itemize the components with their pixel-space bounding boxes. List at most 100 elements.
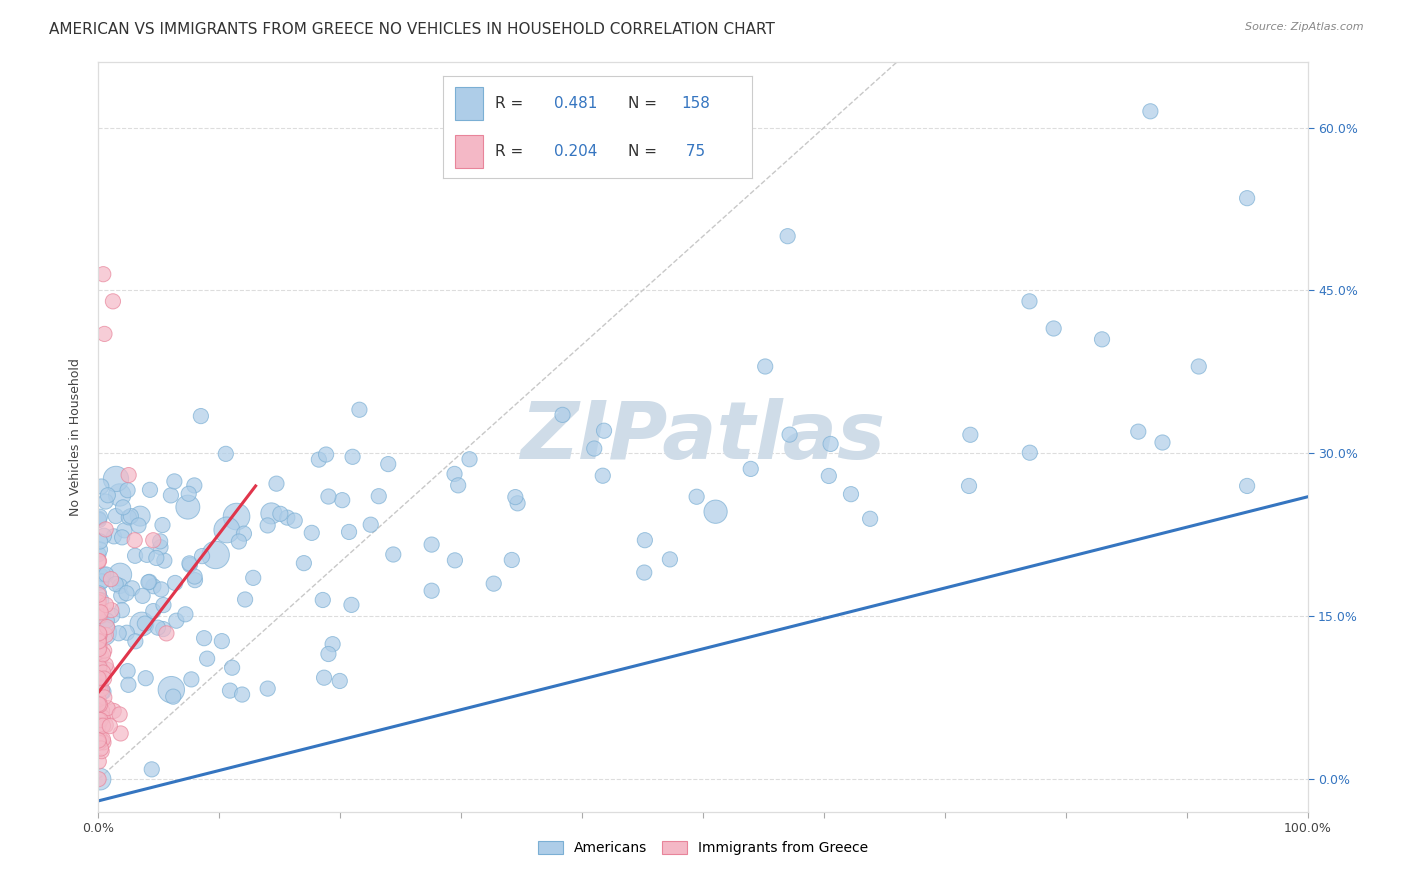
Point bbox=[93, 690, 115, 705]
Point bbox=[149, 534, 172, 549]
Point bbox=[89, 713, 111, 727]
Point bbox=[1188, 359, 1211, 374]
Point bbox=[685, 490, 707, 504]
Point bbox=[155, 626, 177, 640]
Point bbox=[329, 673, 352, 688]
Point bbox=[1236, 479, 1258, 493]
Point bbox=[165, 614, 187, 628]
Point bbox=[104, 509, 127, 524]
Point bbox=[318, 490, 340, 504]
Point bbox=[94, 718, 117, 732]
Y-axis label: No Vehicles in Household: No Vehicles in Household bbox=[69, 359, 83, 516]
Point bbox=[124, 634, 146, 648]
Point bbox=[87, 772, 110, 786]
Point bbox=[94, 494, 117, 508]
Point bbox=[87, 547, 110, 561]
Point bbox=[134, 616, 156, 631]
Point bbox=[482, 576, 505, 591]
Point bbox=[104, 577, 127, 591]
Point bbox=[145, 550, 167, 565]
Point bbox=[349, 402, 371, 417]
Point bbox=[152, 622, 174, 636]
Point bbox=[89, 772, 111, 786]
Point bbox=[94, 628, 117, 642]
Text: AMERICAN VS IMMIGRANTS FROM GREECE NO VEHICLES IN HOUSEHOLD CORRELATION CHART: AMERICAN VS IMMIGRANTS FROM GREECE NO VE… bbox=[49, 22, 775, 37]
Point bbox=[108, 707, 131, 722]
Point bbox=[87, 698, 110, 712]
Point bbox=[89, 681, 111, 696]
Point bbox=[90, 609, 112, 624]
Point bbox=[266, 476, 288, 491]
Point bbox=[153, 553, 176, 567]
Point bbox=[108, 579, 131, 593]
Point bbox=[215, 523, 238, 537]
Point bbox=[195, 651, 218, 665]
Point bbox=[256, 681, 278, 696]
Point bbox=[87, 692, 110, 706]
Point bbox=[101, 294, 124, 309]
Point bbox=[104, 472, 127, 486]
Point bbox=[177, 500, 200, 515]
Point bbox=[292, 556, 315, 570]
Point bbox=[269, 507, 291, 521]
Point bbox=[447, 478, 470, 492]
Point bbox=[87, 630, 110, 644]
Point bbox=[315, 448, 337, 462]
Point bbox=[87, 736, 110, 750]
Point bbox=[87, 572, 110, 586]
Point bbox=[1128, 425, 1150, 439]
Point bbox=[180, 673, 202, 687]
Point bbox=[505, 490, 527, 504]
Point bbox=[107, 626, 129, 640]
Point bbox=[103, 529, 125, 543]
Point bbox=[146, 621, 169, 635]
Point bbox=[704, 505, 727, 519]
Point bbox=[91, 665, 114, 680]
Point bbox=[90, 733, 112, 747]
Point bbox=[1042, 321, 1064, 335]
Point bbox=[96, 614, 118, 628]
Point bbox=[444, 553, 467, 567]
Point bbox=[89, 681, 111, 695]
Point bbox=[120, 509, 142, 524]
Point bbox=[87, 653, 110, 667]
Point bbox=[162, 690, 184, 704]
Point bbox=[219, 683, 242, 698]
Point bbox=[87, 692, 110, 706]
Point bbox=[94, 598, 117, 612]
Point bbox=[108, 488, 131, 502]
Point bbox=[91, 647, 114, 661]
Point bbox=[754, 359, 776, 374]
Point bbox=[93, 643, 115, 657]
Point bbox=[87, 511, 110, 525]
Point bbox=[183, 478, 205, 492]
Text: N =: N = bbox=[628, 96, 662, 111]
Point bbox=[312, 593, 335, 607]
Point bbox=[91, 685, 114, 699]
Point bbox=[420, 583, 443, 598]
Point bbox=[91, 625, 114, 640]
Point bbox=[98, 719, 121, 733]
Point bbox=[592, 468, 614, 483]
Point bbox=[93, 672, 115, 686]
Point bbox=[91, 267, 114, 281]
Point bbox=[111, 603, 134, 617]
Point bbox=[100, 603, 122, 617]
Point bbox=[90, 479, 112, 493]
Point bbox=[87, 651, 110, 665]
Legend: Americans, Immigrants from Greece: Americans, Immigrants from Greece bbox=[533, 836, 873, 861]
Point bbox=[87, 695, 110, 709]
Point bbox=[93, 326, 115, 341]
Point bbox=[740, 462, 762, 476]
Point bbox=[382, 548, 405, 562]
Point bbox=[204, 548, 226, 562]
Point bbox=[160, 488, 183, 502]
Point bbox=[90, 649, 112, 664]
Point bbox=[87, 671, 110, 685]
Point bbox=[191, 549, 214, 563]
Point bbox=[179, 558, 201, 572]
Point bbox=[276, 510, 298, 524]
Point bbox=[91, 732, 114, 747]
Point bbox=[284, 514, 307, 528]
Point bbox=[340, 598, 363, 612]
